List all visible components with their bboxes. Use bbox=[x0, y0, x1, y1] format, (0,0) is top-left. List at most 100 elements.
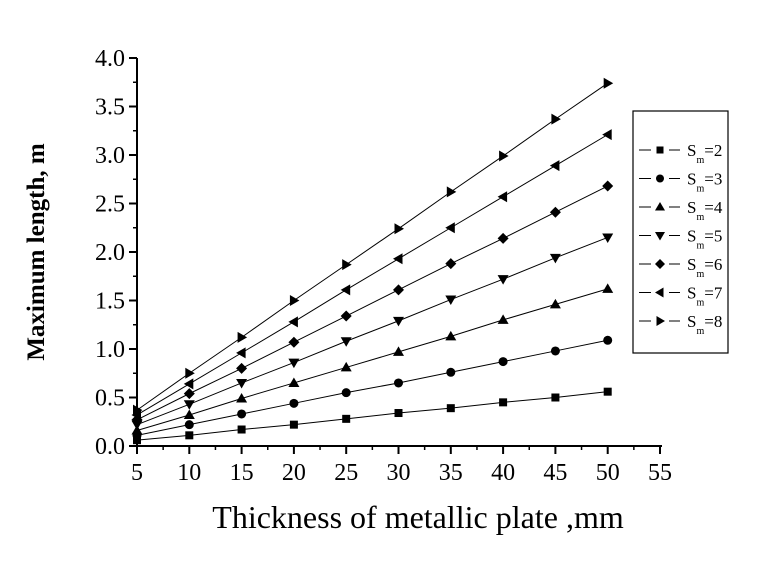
square-marker bbox=[289, 420, 298, 429]
y-tick-label: 0.0 bbox=[95, 434, 125, 460]
y-tick-label: 3.0 bbox=[95, 143, 125, 169]
series-sm-2 bbox=[133, 387, 612, 445]
series-line bbox=[136, 288, 608, 431]
diamond-marker bbox=[393, 284, 404, 296]
diamond-marker bbox=[288, 336, 300, 348]
axes: 5 10 15 20 25 30 35 40 45 50 55 0.0 0.5 1.0 1.5 2.0 2.5 3… bbox=[95, 46, 672, 486]
square-marker bbox=[133, 436, 141, 445]
legend-item: Sm=2 bbox=[639, 141, 722, 166]
square-marker bbox=[656, 146, 664, 154]
y-tick-label: 2.5 bbox=[95, 192, 125, 218]
y-tick-label: 0.5 bbox=[95, 386, 125, 412]
diamond-marker bbox=[236, 362, 248, 374]
square-marker bbox=[394, 409, 403, 418]
series-sm-8 bbox=[133, 77, 614, 416]
series-line bbox=[136, 185, 608, 421]
series-sm-6 bbox=[131, 180, 614, 426]
circle-marker bbox=[550, 346, 560, 356]
triangle-down-marker bbox=[288, 358, 300, 369]
triangle-up-marker bbox=[445, 330, 457, 341]
triangle-up-marker bbox=[655, 202, 665, 211]
legend-item: Sm=8 bbox=[639, 312, 722, 337]
triangle-left-marker bbox=[549, 160, 560, 172]
x-tick-label: 10 bbox=[177, 460, 201, 486]
series-sm-5 bbox=[131, 233, 614, 431]
series-sm-7 bbox=[131, 129, 612, 421]
triangle-down-marker bbox=[549, 253, 561, 264]
x-tick-label: 25 bbox=[334, 460, 358, 486]
square-marker bbox=[342, 414, 351, 423]
triangle-up-marker bbox=[340, 361, 352, 372]
x-tick-label: 30 bbox=[387, 460, 411, 486]
triangle-up-marker bbox=[602, 283, 614, 293]
y-tick-label: 4.0 bbox=[95, 46, 125, 72]
triangle-down-marker bbox=[131, 420, 143, 431]
x-tick-label: 40 bbox=[491, 460, 515, 486]
y-tick-label: 1.0 bbox=[95, 337, 125, 363]
circle-marker bbox=[603, 335, 613, 345]
x-tick-label: 5 bbox=[131, 460, 143, 486]
diamond-marker bbox=[183, 388, 195, 400]
legend-item: Sm=6 bbox=[639, 255, 722, 280]
y-tick-label: 3.5 bbox=[95, 95, 125, 121]
series-sm-3 bbox=[132, 335, 613, 440]
series-line bbox=[136, 391, 608, 441]
x-tick-label: 45 bbox=[543, 460, 567, 486]
circle-marker bbox=[341, 388, 351, 398]
x-tick-label: 15 bbox=[230, 460, 254, 486]
square-marker bbox=[185, 431, 194, 440]
triangle-left-marker bbox=[183, 378, 194, 390]
legend-box bbox=[632, 110, 729, 354]
series-sm-4 bbox=[131, 283, 614, 435]
triangle-up-marker bbox=[497, 314, 509, 324]
legend-label: Sm=8 bbox=[687, 312, 722, 337]
triangle-left-marker bbox=[288, 316, 298, 328]
triangle-up-marker bbox=[549, 298, 561, 309]
legend-label: Sm=5 bbox=[687, 227, 722, 252]
triangle-right-marker bbox=[656, 316, 665, 326]
triangle-right-marker bbox=[133, 404, 143, 416]
triangle-up-marker bbox=[288, 377, 300, 387]
triangle-right-marker bbox=[185, 367, 195, 379]
triangle-down-marker bbox=[445, 295, 457, 306]
diamond-marker bbox=[497, 232, 509, 244]
triangle-right-marker bbox=[342, 259, 352, 271]
legend-label: Sm=7 bbox=[687, 284, 723, 309]
triangle-right-marker bbox=[551, 113, 561, 125]
legend-label: Sm=2 bbox=[687, 141, 722, 166]
diamond-marker bbox=[602, 180, 614, 192]
triangle-down-marker bbox=[236, 378, 248, 389]
legend-item: Sm=5 bbox=[639, 227, 722, 252]
y-tick-label: 1.5 bbox=[95, 289, 125, 315]
triangle-left-marker bbox=[393, 253, 403, 265]
diamond-marker bbox=[445, 258, 457, 270]
circle-marker bbox=[184, 420, 194, 430]
triangle-left-marker bbox=[340, 284, 351, 296]
legend-label: Sm=6 bbox=[687, 255, 722, 280]
legend-label: Sm=4 bbox=[687, 198, 723, 223]
x-axis-title: Thickness of metallic plate ,mm bbox=[212, 499, 624, 535]
triangle-up-marker bbox=[393, 346, 404, 356]
circle-marker bbox=[289, 398, 299, 408]
triangle-down-marker bbox=[340, 337, 352, 347]
x-tick-label: 20 bbox=[282, 460, 306, 486]
series-line bbox=[136, 134, 608, 416]
square-marker bbox=[603, 387, 612, 396]
square-marker bbox=[499, 398, 508, 407]
series-group bbox=[131, 77, 614, 445]
x-tick-label: 35 bbox=[439, 460, 463, 486]
triangle-right-marker bbox=[237, 331, 248, 343]
legend-item: Sm=4 bbox=[639, 198, 723, 223]
legend-item: Sm=7 bbox=[639, 284, 723, 309]
series-line bbox=[136, 339, 608, 436]
triangle-down-marker bbox=[602, 233, 614, 243]
circle-marker bbox=[656, 174, 664, 183]
x-tick-label: 50 bbox=[596, 460, 620, 486]
diamond-marker bbox=[549, 206, 561, 218]
triangle-right-marker bbox=[394, 223, 404, 235]
circle-marker bbox=[394, 378, 403, 388]
square-marker bbox=[551, 393, 560, 402]
circle-marker bbox=[237, 409, 247, 419]
triangle-left-marker bbox=[445, 222, 455, 234]
